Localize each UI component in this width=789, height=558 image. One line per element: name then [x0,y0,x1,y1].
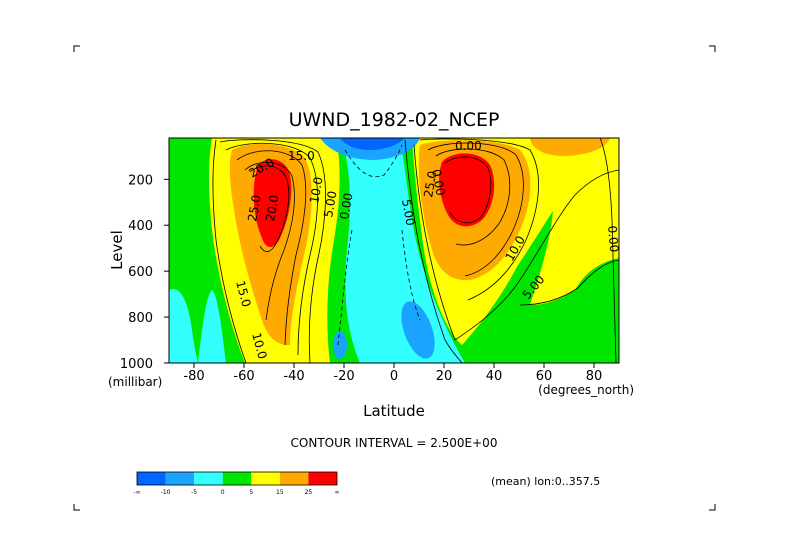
contour-label: 0.00 [605,225,621,253]
contour-label: 15.0 [288,149,315,163]
colorbar-label: 0 [221,489,225,496]
x-axis-units: (degrees_north) [538,383,634,397]
footnote: (mean) lon:0..357.5 [491,475,600,488]
sh-band-above-25 [253,159,292,247]
surface-easterly-pocket-1 [333,331,347,359]
contour-field [169,138,619,363]
x-axis: -80 -60 -40 -20 0 20 40 60 80 Latitude (degrees_… [183,363,634,420]
y-tick-group: 200 400 600 800 1000 [120,173,169,372]
contour-label: 15.0 [233,279,253,308]
contour-label: 20.0 [263,194,281,223]
x-tick-label: -80 [183,369,204,384]
colorbar-swatch [308,472,337,485]
colorbar-swatch [251,472,280,485]
colorbar-swatch [137,472,166,485]
x-tick-group: -80 -60 -40 -20 0 20 40 60 80 [183,363,602,384]
polar-jet-orange [530,138,610,156]
colorbar-label: -∞ [133,489,140,496]
colorbar-frame [136,471,338,486]
contour-label: 0.00 [455,139,482,153]
colorbar-swatch [165,472,195,485]
contour-label: 10.0 [307,176,325,205]
contour-label: 0.00 [337,192,355,221]
colorbar-label: ∞ [335,489,340,496]
y-tick-label: 400 [128,219,153,234]
sh-surface-cyan [169,289,198,363]
colorbar: -∞ -10 -5 0 5 15 25 ∞ [133,471,340,496]
y-tick-label: 800 [128,311,153,326]
surface-easterly-pocket-2 [401,301,435,359]
contour-label: 25.0 [421,170,439,199]
colorbar-label: -10 [161,489,171,496]
colorbar-swatch [279,472,309,485]
y-tick-label: 600 [128,265,153,280]
colorbar-label: 5 [249,489,253,496]
x-tick-label: 20 [436,369,453,384]
y-tick-label: 1000 [120,357,153,372]
colorbar-label: 25 [305,489,313,496]
x-tick-label: -20 [333,369,354,384]
contour-label: 5.00 [321,190,339,219]
contour-lines [212,138,619,363]
colorbar-swatch [222,472,252,485]
contour-interval-label: CONTOUR INTERVAL = 2.500E+00 [291,436,498,450]
contour-label: 0.00 [429,168,447,197]
contour-label: 25.0 [245,194,263,223]
contour-label: 10.0 [249,331,269,360]
upper-easterlies-core [340,138,405,150]
chart-title: UWND_1982-02_NCEP [289,109,500,131]
colorbar-label: 15 [276,489,284,496]
nh-band-above-25 [439,153,495,227]
colorbar-label: -5 [191,489,197,496]
colorbar-swatch [194,472,223,485]
x-axis-title: Latitude [363,402,425,420]
x-tick-label: -40 [283,369,304,384]
x-tick-label: 40 [486,369,503,384]
corner-marks [73,45,716,511]
y-tick-label: 200 [128,173,153,188]
x-tick-label: 0 [390,369,398,384]
x-tick-label: -60 [233,369,254,384]
x-tick-label: 60 [536,369,553,384]
contour-label: 5.00 [399,198,417,227]
sh-surface-cyan-2 [198,290,226,363]
x-tick-label: 80 [586,369,603,384]
nh-band-5-to-15-b [530,138,619,305]
y-axis: 200 400 600 800 1000 Level (millibar) [108,173,169,389]
negative-contours [337,144,421,346]
y-axis-units: (millibar) [108,375,162,389]
y-axis-title: Level [108,230,126,270]
